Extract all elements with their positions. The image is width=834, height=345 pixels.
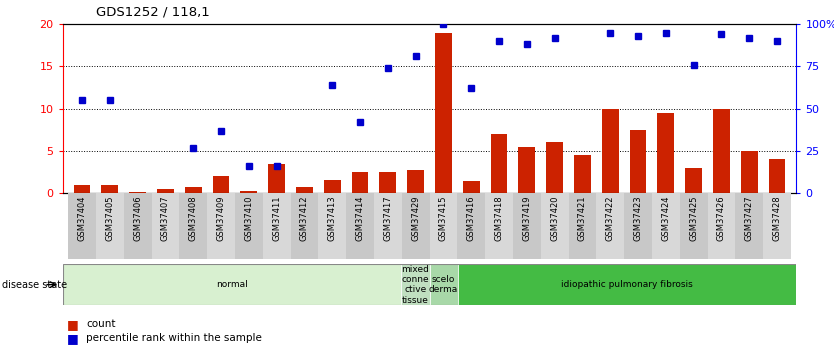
Bar <box>686 168 702 193</box>
Text: scelo
derma: scelo derma <box>429 275 458 294</box>
Bar <box>63 264 401 305</box>
Bar <box>458 264 796 305</box>
Bar <box>379 172 396 193</box>
Bar <box>463 180 480 193</box>
Bar <box>240 191 257 193</box>
Text: mixed
conne
ctive
tissue: mixed conne ctive tissue <box>401 265 430 305</box>
Text: GSM37424: GSM37424 <box>661 195 671 241</box>
Bar <box>185 187 202 193</box>
Bar <box>490 134 507 193</box>
Bar <box>401 264 430 305</box>
Text: GSM37418: GSM37418 <box>495 195 504 241</box>
Bar <box>630 130 646 193</box>
Text: GSM37425: GSM37425 <box>689 195 698 241</box>
Bar <box>290 193 319 259</box>
Text: GSM37409: GSM37409 <box>217 195 225 241</box>
Text: ■: ■ <box>67 332 78 345</box>
Bar <box>602 109 619 193</box>
Text: GSM37406: GSM37406 <box>133 195 142 241</box>
Bar <box>263 193 290 259</box>
Text: count: count <box>86 319 115 329</box>
Bar <box>157 189 173 193</box>
Bar <box>102 185 118 193</box>
Text: GSM37413: GSM37413 <box>328 195 337 241</box>
Bar <box>296 187 313 193</box>
Text: GSM37414: GSM37414 <box>355 195 364 241</box>
Text: GSM37427: GSM37427 <box>745 195 754 241</box>
Bar <box>485 193 513 259</box>
Bar <box>407 169 424 193</box>
Bar <box>596 193 624 259</box>
Text: GSM37407: GSM37407 <box>161 195 170 241</box>
Bar <box>352 172 369 193</box>
Bar <box>741 151 757 193</box>
Bar <box>319 193 346 259</box>
Bar <box>73 185 90 193</box>
Text: GDS1252 / 118,1: GDS1252 / 118,1 <box>96 6 209 19</box>
Text: GSM37417: GSM37417 <box>384 195 392 241</box>
Bar <box>624 193 652 259</box>
Text: GSM37415: GSM37415 <box>439 195 448 241</box>
Text: percentile rank within the sample: percentile rank within the sample <box>86 333 262 343</box>
Bar <box>213 176 229 193</box>
Text: GSM37429: GSM37429 <box>411 195 420 241</box>
Text: GSM37419: GSM37419 <box>522 195 531 241</box>
Bar <box>707 193 736 259</box>
Bar <box>457 193 485 259</box>
Bar <box>680 193 707 259</box>
Bar <box>430 264 458 305</box>
Text: GSM37416: GSM37416 <box>467 195 475 241</box>
Bar <box>513 193 540 259</box>
Text: normal: normal <box>216 280 248 289</box>
Text: GSM37412: GSM37412 <box>300 195 309 241</box>
Text: GSM37420: GSM37420 <box>550 195 559 241</box>
Bar <box>269 164 285 193</box>
Text: GSM37408: GSM37408 <box>188 195 198 241</box>
Bar <box>346 193 374 259</box>
Bar <box>235 193 263 259</box>
Text: GSM37411: GSM37411 <box>272 195 281 241</box>
Bar <box>374 193 402 259</box>
Text: GSM37404: GSM37404 <box>78 195 87 241</box>
Bar <box>569 193 596 259</box>
Bar <box>324 180 340 193</box>
Text: GSM37421: GSM37421 <box>578 195 587 241</box>
Bar <box>540 193 569 259</box>
Text: ■: ■ <box>67 318 78 331</box>
Bar <box>652 193 680 259</box>
Text: disease state: disease state <box>2 280 67 289</box>
Bar <box>430 193 457 259</box>
Bar <box>152 193 179 259</box>
Text: GSM37422: GSM37422 <box>605 195 615 241</box>
Bar <box>402 193 430 259</box>
Bar <box>736 193 763 259</box>
Bar <box>713 109 730 193</box>
Text: GSM37423: GSM37423 <box>634 195 642 241</box>
Bar <box>96 193 123 259</box>
Bar <box>207 193 235 259</box>
Bar <box>435 33 452 193</box>
Bar <box>574 155 590 193</box>
Bar <box>763 193 791 259</box>
Bar <box>657 113 674 193</box>
Bar <box>546 142 563 193</box>
Bar <box>68 193 96 259</box>
Text: GSM37410: GSM37410 <box>244 195 254 241</box>
Text: GSM37426: GSM37426 <box>717 195 726 241</box>
Text: GSM37428: GSM37428 <box>772 195 781 241</box>
Text: idiopathic pulmonary fibrosis: idiopathic pulmonary fibrosis <box>561 280 693 289</box>
Bar <box>769 159 786 193</box>
Bar <box>123 193 152 259</box>
Bar <box>519 147 535 193</box>
Bar <box>179 193 207 259</box>
Text: GSM37405: GSM37405 <box>105 195 114 241</box>
